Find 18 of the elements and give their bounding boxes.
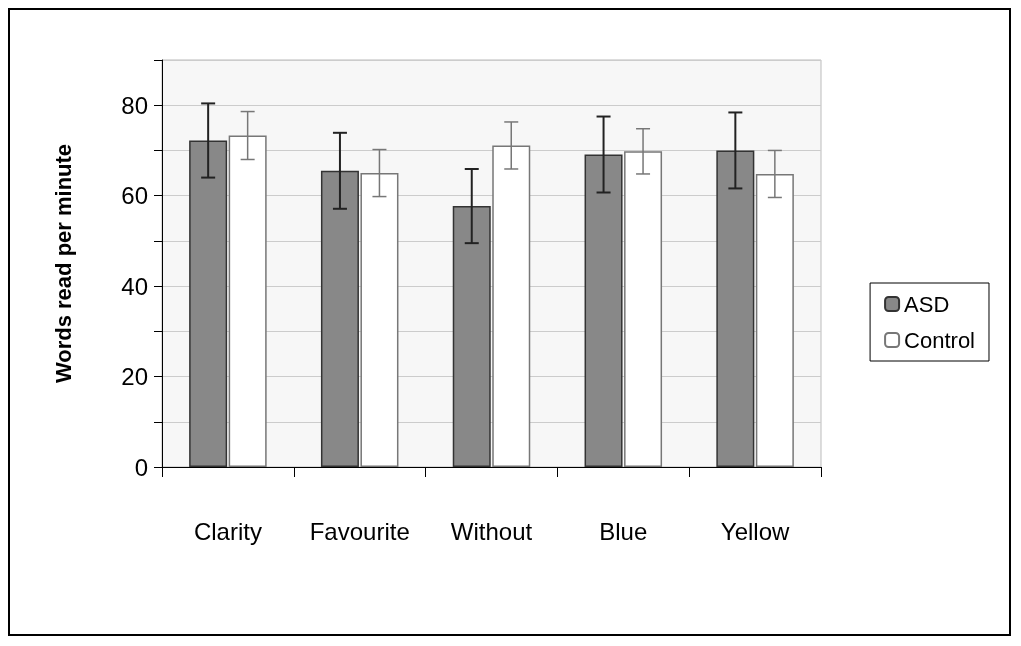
y-tick-label: 40 bbox=[121, 272, 148, 300]
y-tick-label: 0 bbox=[134, 453, 148, 481]
x-tick-label: Yellow bbox=[720, 517, 791, 545]
legend-label: ASD bbox=[904, 291, 950, 317]
y-tick-label: 80 bbox=[121, 91, 148, 119]
x-tick-label: Clarity bbox=[193, 517, 262, 545]
y-tick-label: 60 bbox=[121, 182, 148, 210]
x-tick-label: Blue bbox=[599, 517, 648, 545]
x-tick-label: Favourite bbox=[309, 517, 410, 545]
bar bbox=[320, 170, 359, 467]
bar bbox=[716, 150, 755, 467]
legend-label: Control bbox=[904, 327, 975, 353]
x-tick-label: Without bbox=[450, 517, 533, 545]
y-axis-title: Words read per minute bbox=[50, 143, 76, 384]
bar bbox=[584, 154, 623, 467]
bar bbox=[452, 206, 491, 467]
y-tick-label: 20 bbox=[121, 363, 148, 391]
bar bbox=[189, 140, 228, 467]
